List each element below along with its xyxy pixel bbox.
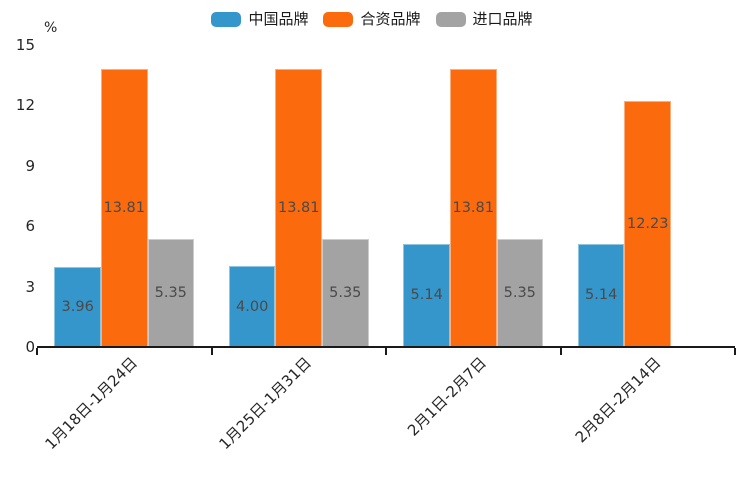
y-axis-tick-label: 9 <box>25 156 35 175</box>
x-axis-label: 1月18日-1月24日 <box>41 353 141 454</box>
legend-swatch <box>435 11 466 27</box>
x-axis-line <box>37 346 735 348</box>
bar-value-label: 5.35 <box>503 285 536 302</box>
bar <box>228 266 276 347</box>
bar-value-label: 13.81 <box>452 199 494 216</box>
x-axis-tick <box>559 348 562 355</box>
bar-value-label: 5.35 <box>329 285 362 302</box>
bar-value-label: 5.14 <box>410 287 443 304</box>
legend: 中国品牌 合资品牌 进口品牌 <box>0 8 744 30</box>
bar <box>100 68 148 347</box>
legend-swatch <box>211 11 242 27</box>
bar <box>624 100 671 347</box>
y-axis-tick-label: 3 <box>25 277 35 296</box>
bar <box>449 68 497 347</box>
x-axis-label: 2月8日-2月14日 <box>571 353 665 447</box>
bar <box>147 239 195 347</box>
y-axis-tick-label: 12 <box>15 96 35 115</box>
x-axis-tick <box>36 348 38 355</box>
legend-label: 进口品牌 <box>472 9 533 28</box>
legend-item: 合资品牌 <box>323 9 421 28</box>
bar <box>496 239 544 347</box>
y-axis-tick-label: 15 <box>15 36 35 54</box>
bar-value-label: 13.81 <box>277 199 320 216</box>
y-axis-tick-label: 6 <box>25 217 35 236</box>
bar <box>54 267 101 347</box>
legend-label: 中国品牌 <box>248 9 309 28</box>
bar-value-label: 5.35 <box>154 285 187 302</box>
legend-item: 进口品牌 <box>435 9 533 28</box>
x-axis-tick <box>210 348 213 355</box>
legend-label: 合资品牌 <box>360 9 421 28</box>
legend-item: 中国品牌 <box>211 9 309 28</box>
x-axis-label: 2月1日-2月7日 <box>403 353 490 440</box>
bar-value-label: 13.81 <box>103 199 145 216</box>
bar-value-label: 3.96 <box>61 299 94 316</box>
bar <box>322 239 369 347</box>
bar <box>275 68 322 347</box>
bar-value-label: 4.00 <box>236 298 269 315</box>
y-axis-tick-label: 0 <box>25 338 35 356</box>
bar-value-label: 12.23 <box>626 215 669 232</box>
x-axis-tick <box>734 348 736 355</box>
y-axis-unit-label: % <box>44 20 58 36</box>
bar <box>577 243 625 347</box>
bar-value-label: 5.14 <box>585 287 618 304</box>
x-axis-label: 1月25日-1月31日 <box>215 353 316 454</box>
bar <box>403 243 450 347</box>
x-axis-tick <box>385 348 387 355</box>
legend-swatch <box>323 11 354 27</box>
